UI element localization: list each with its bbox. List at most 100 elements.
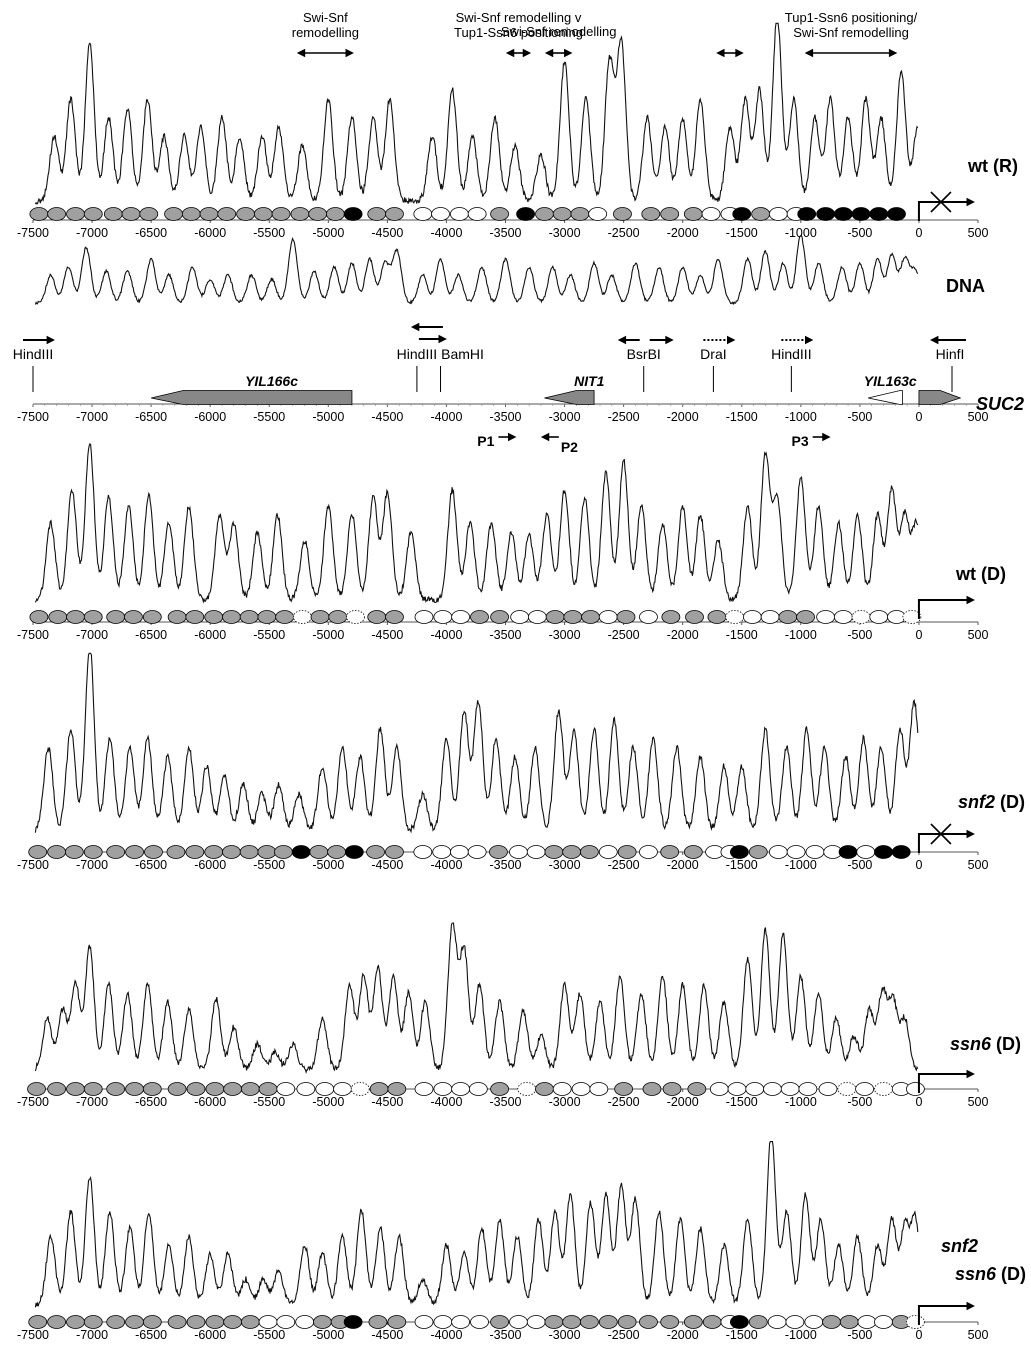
nucleosome-marker (804, 1315, 824, 1329)
annotation-label: Tup1-Ssn6 positioning/ (785, 10, 918, 25)
nucleosome-marker (839, 1315, 859, 1329)
nucleosome-marker (707, 610, 727, 624)
annotation-arrowhead-right (522, 48, 532, 58)
x-tick-label: 500 (968, 628, 989, 642)
x-tick-label: -4500 (371, 1095, 403, 1109)
nucleosome-marker (257, 610, 277, 624)
x-tick-label: -3000 (549, 1095, 581, 1109)
nucleosome-marker (687, 1082, 707, 1096)
nucleosome-marker (837, 1082, 857, 1096)
nucleosome-marker (598, 610, 618, 624)
annotation-arrowhead-left (716, 48, 725, 58)
x-tick-label: -1000 (785, 628, 817, 642)
x-tick-label: -7500 (17, 628, 49, 642)
nucleosome-marker (431, 207, 450, 221)
x-tick-label: -3500 (490, 628, 522, 642)
x-tick-label: -500 (847, 1328, 872, 1342)
nucleosome-marker (816, 610, 836, 624)
nucleosome-marker (785, 1315, 805, 1329)
x-tick-label: 0 (915, 226, 922, 240)
mnase-trace-line (34, 652, 919, 834)
nucleosome-marker (142, 1082, 162, 1096)
x-tick-label: -3500 (490, 1095, 522, 1109)
restriction-site-label: BamHI (441, 346, 484, 362)
nucleosome-marker (185, 610, 205, 624)
nucleosome-marker (66, 610, 85, 624)
nucleosome-marker (855, 1082, 874, 1096)
nucleosome-marker (28, 1315, 48, 1329)
x-tick-label: -6500 (135, 226, 167, 240)
nucleosome-marker (450, 845, 469, 859)
nucleosome-marker (660, 1315, 680, 1329)
nucleosome-marker (414, 1315, 434, 1329)
nucleosome-marker (27, 1082, 46, 1096)
x-tick-label: -5000 (312, 410, 344, 424)
panel-label-part: (D) (991, 1034, 1021, 1054)
mnase-trace-line (34, 1141, 919, 1308)
x-tick-label: -1500 (726, 410, 758, 424)
nucleosome-marker (310, 610, 330, 624)
nucleosome-marker (343, 1315, 363, 1329)
promoter-arrow-line (917, 833, 967, 853)
x-tick-label: -6000 (194, 628, 226, 642)
nucleosome-marker (83, 610, 103, 624)
nucleosome-marker (702, 1315, 722, 1329)
nucleosome-marker (387, 1082, 407, 1096)
nucleosome-marker (639, 1315, 658, 1329)
nucleosome-marker (433, 610, 453, 624)
nucleosome-marker (275, 610, 295, 624)
nucleosome-marker (570, 207, 590, 221)
nucleosome-marker (535, 1082, 554, 1096)
site-arrowhead (930, 335, 939, 345)
nucleosome-marker (66, 1315, 85, 1329)
nucleosome-marker (725, 610, 745, 624)
nucleosome-marker (433, 1082, 453, 1096)
nucleosome-marker (614, 1082, 634, 1096)
x-tick-label: -4000 (430, 1095, 462, 1109)
nucleosome-marker (167, 1082, 187, 1096)
x-tick-label: -6000 (194, 858, 226, 872)
nucleosome-marker (489, 845, 508, 859)
x-tick-label: -2500 (608, 858, 640, 872)
x-tick-label: -4000 (430, 858, 462, 872)
x-tick-label: 500 (968, 858, 989, 872)
restriction-site-label: HindIII (771, 346, 811, 362)
nucleosome-marker (874, 845, 893, 859)
x-tick-label: -500 (847, 858, 872, 872)
x-tick-label: 500 (968, 1095, 989, 1109)
nucleosome-marker (639, 845, 658, 859)
x-tick-label: 0 (915, 410, 922, 424)
nucleosome-marker (589, 1082, 609, 1096)
nucleosome-marker (217, 207, 237, 221)
panel-label: ssn6 (D) (950, 1034, 1021, 1054)
nucleosome-marker (239, 845, 259, 859)
nucleosome-marker (617, 1315, 637, 1329)
nucleosome-marker (490, 1082, 509, 1096)
x-tick-label: -7500 (17, 1328, 49, 1342)
gene-label: YIL163c (864, 373, 917, 389)
x-tick-label: -1500 (726, 1328, 758, 1342)
x-tick-label: -6500 (135, 1095, 167, 1109)
nucleosome-marker (851, 610, 871, 624)
nucleosome-marker (166, 845, 186, 859)
nucleosome-marker (239, 610, 259, 624)
nucleosome-marker (432, 845, 452, 859)
x-tick-label: -5000 (312, 1095, 344, 1109)
nucleosome-marker (562, 845, 582, 859)
nucleosome-marker (253, 207, 273, 221)
nucleosome-marker (367, 610, 387, 624)
nucleosome-marker (562, 1315, 582, 1329)
nucleosome-marker (29, 610, 49, 624)
nucleosome-marker (660, 845, 680, 859)
x-tick-label: -7500 (17, 1095, 49, 1109)
nucleosome-marker (780, 1082, 800, 1096)
nucleosome-marker (613, 207, 632, 221)
x-tick-label: -4500 (371, 858, 403, 872)
nucleosome-marker (64, 845, 84, 859)
annotation-arrowhead-left (505, 48, 515, 58)
nucleosome-marker (729, 1315, 749, 1329)
x-tick-label: -2000 (667, 1095, 699, 1109)
nucleosome-marker (833, 207, 853, 221)
nucleosome-marker (642, 1082, 662, 1096)
nucleosome-marker (662, 1082, 682, 1096)
